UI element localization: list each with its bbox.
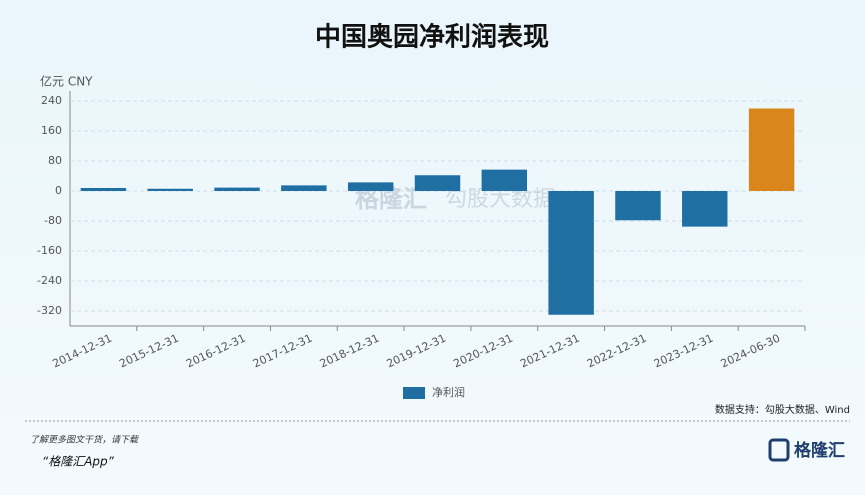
bar xyxy=(347,182,394,191)
x-tick-label: 2015-12-31 xyxy=(117,332,180,371)
x-tick-label: 2021-12-31 xyxy=(518,332,581,371)
x-tick-label: 2016-12-31 xyxy=(184,332,247,371)
bar xyxy=(548,191,594,315)
y-tick-label: 0 xyxy=(55,184,62,197)
bar xyxy=(481,169,528,191)
bar xyxy=(414,175,461,191)
chart-title: 中国奥园净利润表现 xyxy=(315,22,549,53)
source: 数据支持：勾股大数据、Wind xyxy=(715,403,850,416)
y-tick-label: 80 xyxy=(48,154,62,167)
bar xyxy=(281,185,327,191)
logo-icon xyxy=(768,438,790,462)
bar xyxy=(748,108,795,191)
y-tick-label: -80 xyxy=(44,214,62,227)
x-tick-label: 2019-12-31 xyxy=(385,332,448,371)
legend-label: 净利润 xyxy=(432,385,465,399)
bar xyxy=(682,191,728,227)
bar xyxy=(147,188,193,191)
footer-note: 了解更多图文干货，请下载 xyxy=(30,435,139,446)
y-axis-label: 亿元 CNY xyxy=(40,74,93,89)
legend-swatch xyxy=(403,387,425,399)
y-tick-label: -320 xyxy=(37,304,62,317)
x-tick-label: 2022-12-31 xyxy=(585,332,648,371)
x-tick-label: 2014-12-31 xyxy=(51,332,114,371)
x-tick-label: 2020-12-31 xyxy=(451,332,514,371)
x-tick-label: 2018-12-31 xyxy=(318,332,381,371)
logo-text: 格隆汇 xyxy=(794,440,845,461)
bar xyxy=(615,191,661,221)
bar xyxy=(80,188,127,191)
y-tick-label: 160 xyxy=(41,124,62,137)
footer-app: “格隆汇App” xyxy=(42,455,115,469)
y-tick-label: -160 xyxy=(37,244,62,257)
x-tick-label: 2024-06-30 xyxy=(719,332,782,371)
x-tick-label: 2017-12-31 xyxy=(251,332,314,371)
y-tick-label: -240 xyxy=(37,274,62,287)
y-tick-label: 240 xyxy=(41,94,62,107)
x-tick-label: 2023-12-31 xyxy=(652,332,715,371)
bar xyxy=(214,187,260,191)
